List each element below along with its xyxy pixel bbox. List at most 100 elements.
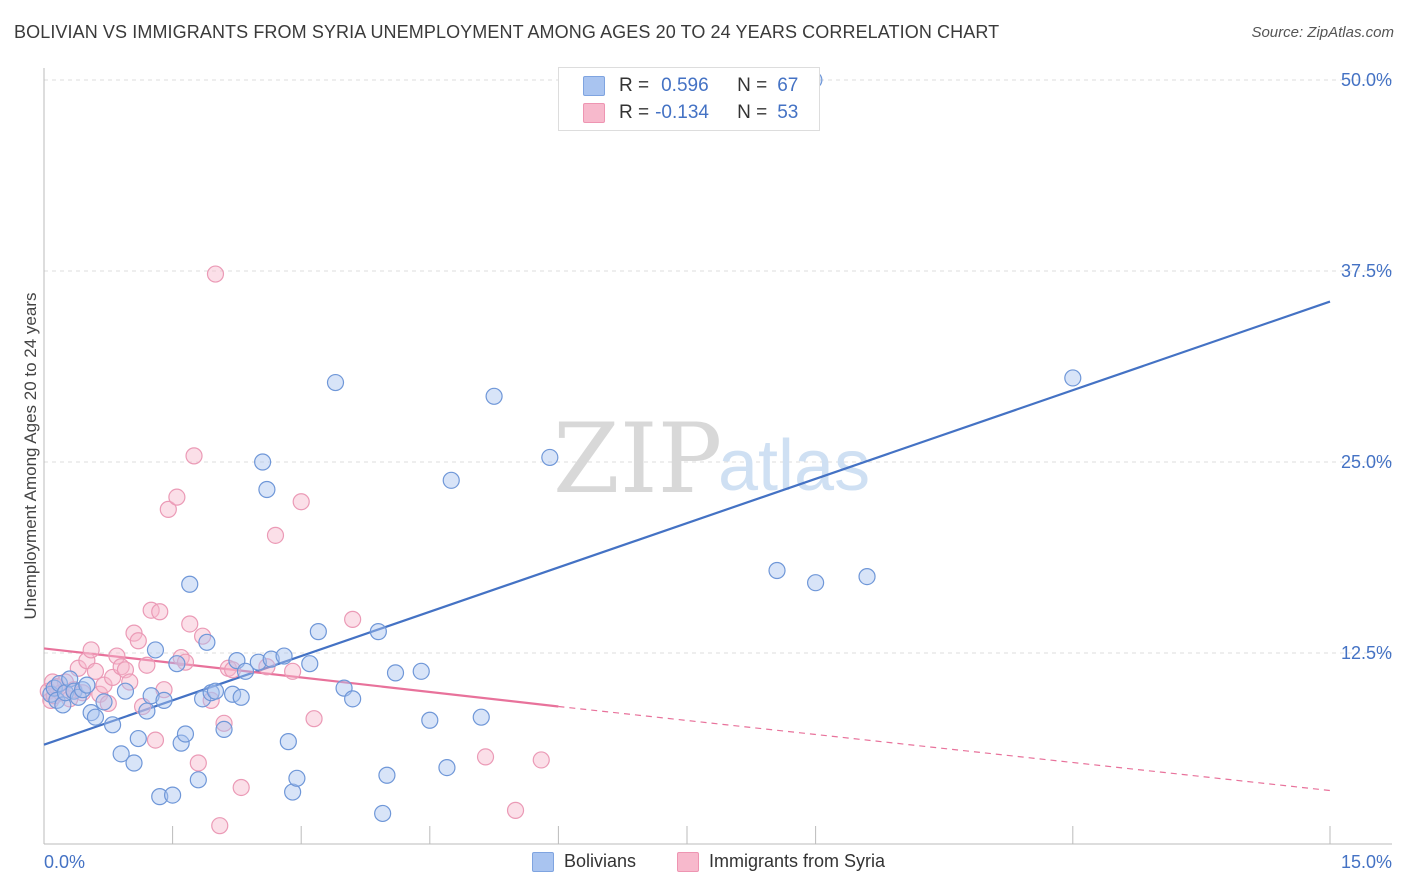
tick-labels: 12.5% 25.0% 37.5% 50.0% 0.0% 15.0% xyxy=(44,70,1392,872)
point-bolivians xyxy=(232,688,250,706)
point-bolivians xyxy=(485,387,503,405)
point-bolivians xyxy=(236,662,255,680)
point-bolivians xyxy=(189,771,207,789)
point-bolivians xyxy=(442,471,460,489)
point-bolivians xyxy=(56,684,75,702)
point-bolivians xyxy=(326,373,345,392)
point-bolivians xyxy=(168,655,186,673)
legend-row-syria: R = -0.134 N = 53 xyxy=(583,100,798,126)
point-bolivians xyxy=(254,453,272,471)
point-bolivians xyxy=(412,662,430,680)
point-bolivians xyxy=(369,623,387,641)
point-bolivians xyxy=(194,690,212,708)
x-tick-label: 0.0% xyxy=(44,852,85,872)
x-tick-label: 15.0% xyxy=(1341,852,1392,872)
y-tick-label: 12.5% xyxy=(1341,643,1392,663)
axes xyxy=(43,68,1392,845)
point-syria xyxy=(176,653,195,671)
trend-lines xyxy=(43,300,1331,792)
legend-r-value: 0.596 xyxy=(661,75,709,96)
point-bolivians xyxy=(301,655,319,673)
watermark: ZIP atlas xyxy=(553,403,870,515)
legend-r-label: R = xyxy=(619,75,650,96)
point-syria xyxy=(266,526,285,544)
trend-line-syria xyxy=(43,647,559,708)
point-bolivians xyxy=(86,708,105,726)
source-label: Source: ZipAtlas.com xyxy=(1251,24,1394,41)
point-syria xyxy=(284,662,302,680)
point-bolivians xyxy=(1064,369,1082,387)
legend-swatch-syria xyxy=(583,103,605,123)
legend-item-bolivians[interactable]: Bolivians xyxy=(532,851,636,872)
point-syria xyxy=(108,647,126,665)
y-tick-label: 50.0% xyxy=(1341,70,1392,90)
point-bolivians xyxy=(309,623,327,641)
point-syria xyxy=(86,662,105,680)
trend-line-syria-extrapolated xyxy=(558,705,1331,792)
point-bolivians xyxy=(768,561,786,580)
point-syria xyxy=(185,447,203,465)
point-bolivians xyxy=(151,788,169,806)
point-syria xyxy=(532,751,550,769)
y-axis-title: Unemployment Among Ages 20 to 24 years xyxy=(21,293,40,620)
chart-title: BOLIVIAN VS IMMIGRANTS FROM SYRIA UNEMPL… xyxy=(14,22,1000,42)
point-bolivians xyxy=(142,687,160,705)
legend-r-label: R = xyxy=(619,102,650,123)
point-syria xyxy=(82,641,100,659)
point-bolivians xyxy=(262,650,280,668)
point-bolivians xyxy=(95,693,113,711)
point-bolivians xyxy=(176,725,195,743)
series-legend: Bolivians Immigrants from Syria xyxy=(0,851,1406,877)
point-bolivians xyxy=(116,682,135,700)
point-bolivians xyxy=(50,674,69,693)
point-syria xyxy=(232,778,250,797)
point-bolivians xyxy=(421,711,439,729)
point-syria xyxy=(189,754,207,772)
point-bolivians xyxy=(378,766,396,784)
point-syria xyxy=(138,656,156,674)
legend-n-label: N = xyxy=(737,102,768,123)
legend-r-value: -0.134 xyxy=(655,102,709,123)
point-bolivians xyxy=(206,682,225,700)
point-bolivians xyxy=(112,745,130,763)
correlation-legend: R = 0.596 N = 67 R = -0.134 N = 53 xyxy=(558,67,820,131)
point-syria xyxy=(211,817,229,835)
legend-label-syria: Immigrants from Syria xyxy=(709,851,886,871)
trend-line-bolivians xyxy=(43,300,1331,746)
point-syria xyxy=(168,488,186,506)
point-bolivians xyxy=(125,754,143,772)
legend-item-syria[interactable]: Immigrants from Syria xyxy=(677,851,885,872)
legend-n-value: 67 xyxy=(777,75,799,96)
legend-label-bolivians: Bolivians xyxy=(564,851,637,871)
point-bolivians xyxy=(103,716,122,734)
point-bolivians xyxy=(249,653,267,671)
legend-row-bolivians: R = 0.596 N = 67 xyxy=(583,73,798,99)
legend-n-label: N = xyxy=(737,75,768,96)
point-syria xyxy=(292,493,310,511)
point-bolivians xyxy=(138,702,156,720)
point-bolivians xyxy=(806,574,825,592)
point-syria xyxy=(215,714,233,732)
point-syria xyxy=(344,610,362,628)
point-bolivians xyxy=(164,786,182,804)
point-syria xyxy=(146,731,165,749)
point-bolivians xyxy=(284,783,302,801)
point-bolivians xyxy=(198,633,216,651)
point-syria xyxy=(506,801,525,819)
point-bolivians xyxy=(129,729,147,748)
legend-swatch-bolivians xyxy=(532,851,554,872)
point-syria xyxy=(476,748,495,766)
point-bolivians xyxy=(858,567,876,586)
point-bolivians xyxy=(472,708,490,726)
legend-swatch-bolivians xyxy=(583,76,605,96)
point-bolivians xyxy=(146,641,165,659)
point-syria xyxy=(159,500,177,518)
watermark-atlas: atlas xyxy=(718,426,870,506)
point-bolivians xyxy=(275,647,293,665)
point-bolivians xyxy=(541,448,559,467)
point-syria xyxy=(151,603,169,621)
point-syria xyxy=(181,615,199,633)
point-syria xyxy=(305,710,323,728)
watermark-zip: ZIP xyxy=(553,403,722,515)
